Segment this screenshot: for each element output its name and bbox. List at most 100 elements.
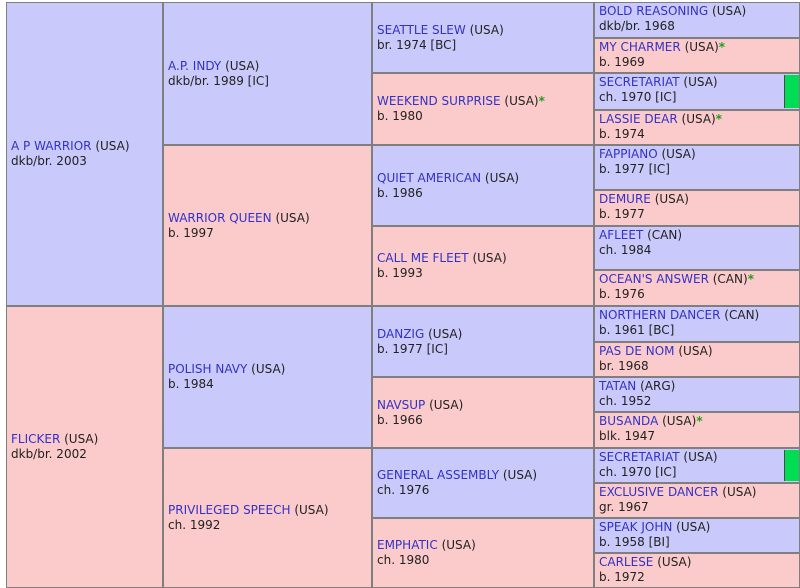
gen4-cell: BOLD REASONING (USA) dkb/br. 1968 [594, 2, 800, 38]
horse-name-link[interactable]: NORTHERN DANCER [599, 308, 721, 322]
horse-country: (USA) [502, 468, 538, 482]
horse-details: br. 1968 [599, 359, 649, 373]
horse-name-link[interactable]: TATAN [599, 379, 637, 393]
horse-country: (USA) [684, 40, 719, 54]
gen4-cell: EXCLUSIVE DANCER (USA) gr. 1967 [594, 483, 800, 518]
horse-details: b. 1972 [599, 570, 645, 584]
horse-name-link[interactable]: OCEAN'S ANSWER [599, 272, 709, 286]
horse-details: dkb/br. 1968 [599, 19, 675, 33]
horse-name-link[interactable]: SECRETARIAT [599, 450, 680, 464]
horse-name-link[interactable]: CARLESE [599, 555, 654, 569]
horse-details: b. 1966 [377, 412, 423, 427]
horse-details: b. 1993 [377, 266, 423, 280]
horse-name-link[interactable]: QUIET AMERICAN [377, 170, 482, 185]
gen4-cell: FAPPIANO (USA) b. 1977 [IC] [594, 145, 800, 190]
horse-name-link[interactable]: DANZIG [377, 326, 425, 341]
horse-name-link[interactable]: LASSIE DEAR [599, 112, 678, 126]
horse-details: ch. 1970 [IC] [599, 90, 677, 104]
horse-details: b. 1980 [377, 109, 423, 123]
horse-name-link[interactable]: SEATTLE SLEW [377, 22, 466, 37]
gen4-cell: SPEAK JOHN (USA) b. 1958 [BI] [594, 518, 800, 553]
horse-country: (USA) [662, 414, 697, 428]
horse-name-link[interactable]: POLISH NAVY [168, 362, 248, 376]
horse-name-link[interactable]: A.P. INDY [168, 58, 222, 73]
star-marker: * [715, 112, 723, 126]
horse-name-link[interactable]: BOLD REASONING [599, 4, 709, 18]
gen3-cell: EMPHATIC (USA) ch. 1980 [372, 518, 594, 588]
horse-details: gr. 1967 [599, 500, 649, 514]
horse-country: (USA) [678, 344, 713, 358]
horse-details: b. 1997 [168, 225, 214, 240]
gen3-cell: NAVSUP (USA) b. 1966 [372, 377, 594, 448]
horse-country: (USA) [428, 326, 463, 341]
horse-name-link[interactable]: GENERAL ASSEMBLY [377, 468, 500, 482]
horse-details: ch. 1980 [377, 553, 430, 567]
horse-country: (USA) [683, 450, 718, 464]
horse-country: (USA) [472, 251, 507, 265]
horse-country: (USA) [712, 4, 747, 18]
horse-country: (USA) [275, 210, 310, 225]
horse-details: b. 1976 [599, 287, 645, 301]
horse-country: (USA) [657, 555, 692, 569]
horse-name-link[interactable]: EXCLUSIVE DANCER [599, 485, 719, 499]
horse-country: (USA) [484, 170, 520, 185]
horse-details: ch. 1952 [599, 394, 652, 408]
star-marker: * [538, 94, 545, 108]
horse-name-link[interactable]: DEMURE [599, 192, 651, 206]
horse-name-link[interactable]: A P WARRIOR [11, 139, 92, 153]
horse-name-link[interactable]: BUSANDA [599, 414, 659, 428]
gen2-cell: PRIVILEGED SPEECH (USA) ch. 1992 [163, 448, 372, 588]
gen4-cell: OCEAN'S ANSWER (CAN)* b. 1976 [594, 270, 800, 306]
gen4-cell: DEMURE (USA) b. 1977 [594, 190, 800, 226]
horse-details: dkb/br. 2003 [11, 154, 87, 168]
sire-cell: A P WARRIOR (USA) dkb/br. 2003 [6, 2, 163, 306]
horse-country: (CAN) [647, 228, 683, 242]
horse-name-link[interactable]: FAPPIANO [599, 147, 658, 161]
gen2-cell: A.P. INDY (USA) dkb/br. 1989 [IC] [163, 2, 372, 145]
horse-country: (USA) [225, 58, 260, 73]
horse-country: (USA) [441, 538, 476, 552]
horse-country: (CAN) [712, 272, 748, 286]
gen4-cell: SECRETARIAT (USA) ch. 1970 [IC] [594, 448, 800, 483]
gen4-cell: PAS DE NOM (USA) br. 1968 [594, 342, 800, 377]
horse-details: ch. 1984 [599, 243, 652, 257]
horse-details: b. 1958 [BI] [599, 535, 670, 549]
horse-details: b. 1977 [IC] [377, 341, 448, 356]
gen2-cell: WARRIOR QUEEN (USA) b. 1997 [163, 145, 372, 306]
gen3-cell: CALL ME FLEET (USA) b. 1993 [372, 226, 594, 306]
horse-name-link[interactable]: CALL ME FLEET [377, 251, 469, 265]
horse-country: (USA) [429, 397, 464, 412]
horse-country: (USA) [683, 75, 718, 89]
horse-details: ch. 1976 [377, 483, 430, 497]
horse-country: (USA) [95, 139, 130, 153]
horse-details: b. 1974 [599, 127, 645, 141]
horse-country: (USA) [294, 503, 329, 517]
horse-name-link[interactable]: SECRETARIAT [599, 75, 680, 89]
horse-details: b. 1986 [377, 185, 423, 200]
horse-name-link[interactable]: AFLEET [599, 228, 644, 242]
horse-details: b. 1984 [168, 377, 214, 391]
gen4-cell: LASSIE DEAR (USA)* b. 1974 [594, 110, 800, 145]
horse-name-link[interactable]: FLICKER [11, 432, 61, 446]
horse-name-link[interactable]: NAVSUP [377, 397, 426, 412]
horse-name-link[interactable]: WARRIOR QUEEN [168, 210, 272, 225]
gen4-cell: CARLESE (USA) b. 1972 [594, 553, 800, 588]
horse-details: dkb/br. 2002 [11, 447, 87, 461]
inbreeding-marker-icon [784, 75, 799, 108]
horse-country: (CAN) [724, 308, 760, 322]
horse-name-link[interactable]: PRIVILEGED SPEECH [168, 503, 291, 517]
gen4-cell: BUSANDA (USA)* blk. 1947 [594, 412, 800, 448]
horse-details: b. 1969 [599, 55, 645, 69]
horse-name-link[interactable]: EMPHATIC [377, 538, 438, 552]
horse-details: b. 1977 [IC] [599, 162, 670, 176]
horse-name-link[interactable]: MY CHARMER [599, 40, 681, 54]
gen4-cell: NORTHERN DANCER (CAN) b. 1961 [BC] [594, 306, 800, 342]
horse-name-link[interactable]: WEEKEND SURPRISE [377, 94, 501, 108]
horse-name-link[interactable]: PAS DE NOM [599, 344, 675, 358]
star-marker: * [718, 40, 726, 54]
star-marker: * [747, 272, 754, 286]
gen4-cell: SECRETARIAT (USA) ch. 1970 [IC] [594, 73, 800, 110]
horse-name-link[interactable]: SPEAK JOHN [599, 520, 673, 534]
gen4-cell: TATAN (ARG) ch. 1952 [594, 377, 800, 412]
gen4-cell: AFLEET (CAN) ch. 1984 [594, 226, 800, 270]
